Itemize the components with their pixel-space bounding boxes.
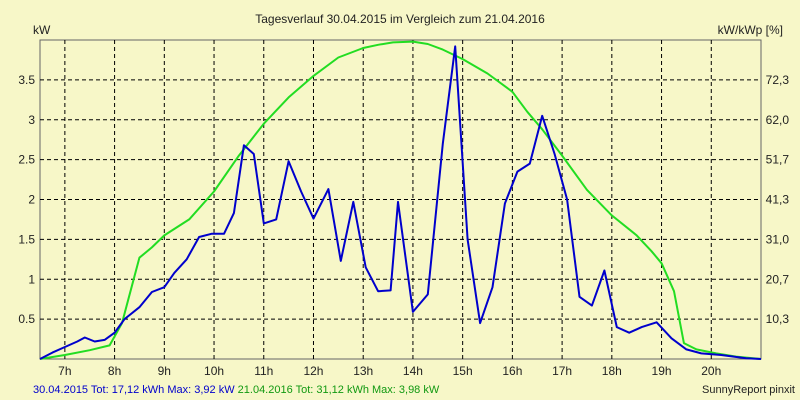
y-left-tick-label: 1 (28, 272, 35, 286)
svg-text:30.04.2015 Tot: 17,12 kWh Max:: 30.04.2015 Tot: 17,12 kWh Max: 3,92 kW 2… (33, 384, 440, 396)
x-tick-label: 8h (108, 364, 121, 378)
y-right-unit: kW/kWp [%] (718, 23, 783, 37)
y-left-tick-label: 3 (28, 113, 35, 127)
y-right-tick-label: 62,0 (766, 113, 790, 127)
footer-s2-stats: Tot: 31,12 kWh Max: 3,98 kW (293, 384, 440, 396)
x-tick-label: 11h (254, 364, 273, 378)
chart-title: Tagesverlauf 30.04.2015 im Vergleich zum… (255, 12, 545, 26)
y-right-tick-label: 20,7 (766, 272, 790, 286)
x-tick-label: 17h (552, 364, 572, 378)
x-tick-label: 13h (353, 364, 373, 378)
footer-credit: SunnyReport pinxit (702, 384, 795, 396)
y-left-tick-label: 2 (28, 193, 35, 207)
series-line-green (39, 40, 762, 360)
x-axis: 7h 8h 9h 10h 11h 12h 13h 14h 15h 16h 17h 18h 19h 20h (58, 364, 721, 378)
x-tick-label: 15h (453, 364, 473, 378)
y-left-tick-label: 2.5 (18, 153, 35, 167)
y-left-unit: kW (33, 23, 51, 37)
y-axis-right: 10,3 20,7 31,0 41,3 51,7 62,0 72,3 (766, 73, 790, 326)
y-right-tick-label: 31,0 (766, 232, 790, 246)
series-line-blue (39, 45, 762, 360)
y-axis-left: 0.5 1 1.5 2 2.5 3 3.5 (18, 73, 35, 326)
footer: 30.04.2015 Tot: 17,12 kWh Max: 3,92 kW 2… (33, 384, 795, 396)
x-tick-label: 14h (403, 364, 423, 378)
footer-s1-date: 30.04.2015 (33, 384, 88, 396)
y-left-tick-label: 1.5 (18, 232, 35, 246)
x-tick-label: 20h (701, 364, 721, 378)
x-tick-label: 9h (158, 364, 171, 378)
footer-s2-date: 21.04.2016 (238, 384, 293, 396)
x-tick-label: 10h (204, 364, 224, 378)
footer-s1-stats: Tot: 17,12 kWh Max: 3,92 kW (88, 384, 238, 396)
x-tick-label: 7h (58, 364, 71, 378)
series-layer (39, 40, 762, 360)
x-tick-label: 16h (502, 364, 522, 378)
y-right-tick-label: 10,3 (766, 312, 790, 326)
x-tick-label: 18h (602, 364, 622, 378)
y-left-tick-label: 0.5 (18, 312, 35, 326)
y-left-tick-label: 3.5 (18, 73, 35, 87)
x-tick-label: 19h (652, 364, 672, 378)
y-right-tick-label: 51,7 (766, 153, 790, 167)
y-right-tick-label: 41,3 (766, 193, 790, 207)
y-right-tick-label: 72,3 (766, 73, 790, 87)
grid (40, 40, 761, 359)
x-tick-label: 12h (303, 364, 323, 378)
